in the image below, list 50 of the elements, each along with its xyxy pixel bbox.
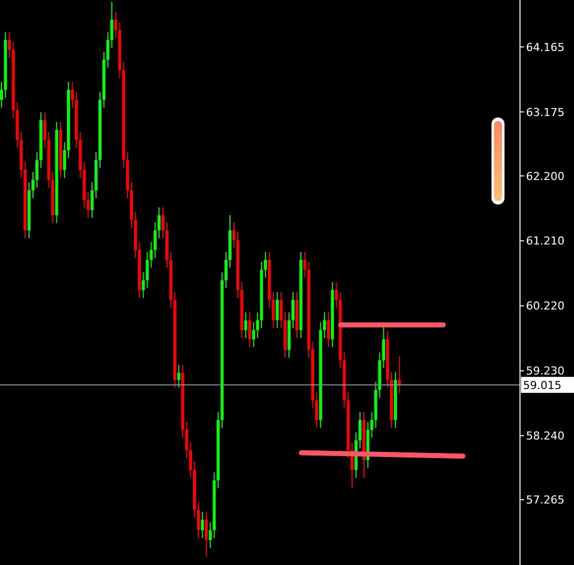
candlestick — [272, 292, 275, 329]
candlestick — [382, 326, 386, 369]
y-tick-label: 63.175 — [526, 106, 564, 119]
y-tick-label: 60.220 — [526, 300, 564, 313]
candlestick — [224, 251, 228, 289]
candlestick — [292, 292, 295, 329]
candlestick — [232, 222, 236, 249]
candlestick — [189, 442, 192, 478]
candlestick — [280, 292, 283, 329]
candlestick — [86, 192, 90, 218]
candlestick — [276, 292, 279, 329]
candlestick — [315, 392, 318, 428]
y-tick-label: 64.165 — [526, 40, 564, 54]
candlestick — [110, 1, 114, 48]
candlestick — [252, 322, 256, 348]
candlestick — [185, 421, 188, 459]
ref-line-label: 59.015 — [523, 378, 562, 392]
candlestick — [158, 206, 161, 239]
y-tick-label: 59.230 — [526, 364, 564, 378]
candlestick — [334, 282, 338, 308]
candlestick — [326, 312, 330, 348]
candlestick — [35, 152, 38, 188]
candlestick — [43, 112, 46, 148]
candlestick — [244, 312, 248, 338]
candlestick — [323, 312, 326, 338]
candlestick — [32, 171, 35, 199]
candlestick — [0, 82, 3, 108]
candlestick — [398, 356, 401, 394]
candlestick — [200, 511, 204, 539]
candlestick — [154, 222, 157, 258]
candlestick — [70, 82, 74, 108]
candlestick — [204, 511, 208, 557]
candlestick — [162, 206, 165, 239]
candlestick — [358, 412, 362, 449]
candlestick — [142, 272, 145, 298]
candlestick — [177, 364, 180, 388]
candlestick — [303, 251, 306, 278]
candlestick — [8, 32, 11, 58]
y-tick-label: 57.265 — [526, 494, 564, 507]
candlestick — [264, 251, 267, 278]
candlestick — [114, 11, 118, 39]
candlestick — [106, 32, 110, 68]
y-tick-label: 58.240 — [526, 430, 564, 443]
candlestick — [256, 312, 260, 338]
candlestick — [248, 312, 252, 348]
y-tick-label: 61.210 — [526, 234, 564, 248]
candlestick — [90, 182, 94, 218]
candlestick — [196, 502, 200, 539]
candlestick — [63, 142, 66, 178]
y-tick-label: 62.200 — [526, 170, 564, 183]
